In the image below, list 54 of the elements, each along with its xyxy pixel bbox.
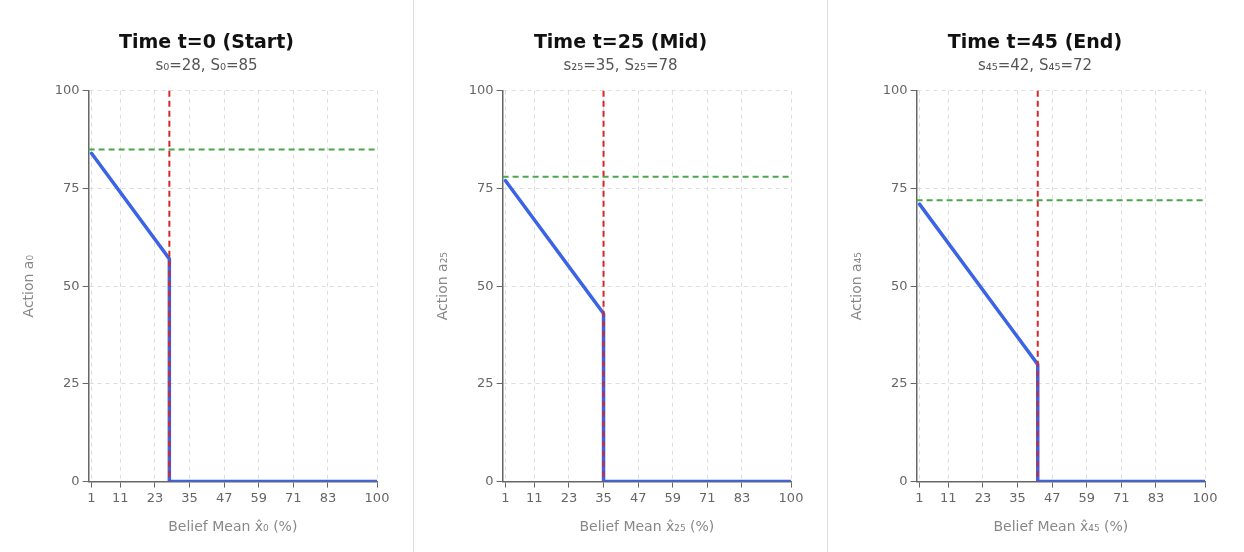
y-tick-label: 25: [891, 375, 908, 391]
x-tick-label: 35: [594, 489, 612, 505]
y-tick-label: 75: [891, 179, 908, 195]
x-tick-label: 11: [111, 489, 129, 505]
y-tick-label: 50: [62, 277, 80, 293]
chart-subtitle: s₂₅=35, S₂₅=78: [563, 56, 678, 74]
y-tick-label: 75: [476, 179, 494, 195]
x-tick-label: 47: [1043, 489, 1061, 505]
x-axis-title: Belief Mean x̂₀ (%): [167, 518, 297, 535]
x-tick-label: 1: [86, 489, 96, 505]
x-tick-label: 23: [560, 489, 577, 505]
chart-title: Time t=25 (Mid): [533, 30, 708, 52]
y-tick-label: 25: [476, 375, 494, 391]
y-tick-label: 0: [70, 472, 80, 488]
x-tick-label: 11: [940, 489, 957, 505]
y-tick-label: 75: [62, 179, 80, 195]
y-tick-label: 50: [891, 277, 908, 293]
chart-title: Time t=0 (Start): [118, 30, 295, 52]
x-tick-label: 1: [915, 489, 924, 505]
x-tick-label: 59: [249, 489, 267, 505]
x-tick-label: 59: [663, 489, 681, 505]
x-tick-label: 71: [284, 489, 302, 505]
x-tick-label: 83: [733, 489, 750, 505]
y-tick-label: 100: [54, 82, 80, 98]
x-tick-label: 35: [1009, 489, 1026, 505]
x-axis-title: Belief Mean x̂₄₅ (%): [993, 518, 1129, 535]
x-tick-label: 59: [1078, 489, 1096, 505]
x-tick-label: 47: [215, 489, 232, 505]
chart-subtitle: s₀=28, S₀=85: [155, 56, 258, 74]
x-tick-label: 35: [180, 489, 198, 505]
y-tick-label: 0: [484, 472, 494, 488]
y-tick-label: 100: [468, 82, 494, 98]
y-tick-label: 50: [476, 277, 494, 293]
x-tick-label: 83: [1147, 489, 1165, 505]
x-tick-label: 100: [778, 489, 803, 505]
chart-subtitle: s₄₅=42, S₄₅=72: [977, 56, 1093, 74]
y-axis-title: Action a₄₅: [848, 252, 865, 321]
x-tick-label: 23: [146, 489, 163, 505]
y-axis-title: Action a₀: [19, 254, 36, 318]
x-tick-label: 47: [629, 489, 646, 505]
x-tick-label: 100: [364, 489, 389, 505]
x-axis-title: Belief Mean x̂₂₅ (%): [578, 518, 714, 535]
x-tick-label: 100: [1192, 489, 1218, 505]
chart-title: Time t=45 (End): [947, 30, 1123, 52]
y-tick-label: 0: [899, 472, 908, 488]
x-tick-label: 23: [974, 489, 992, 505]
x-tick-label: 83: [319, 489, 336, 505]
x-tick-label: 11: [525, 489, 543, 505]
x-tick-label: 71: [1113, 489, 1130, 505]
x-tick-label: 1: [500, 489, 510, 505]
y-tick-label: 25: [62, 375, 80, 391]
y-axis-title: Action a₂₅: [433, 252, 450, 321]
x-tick-label: 71: [698, 489, 716, 505]
y-tick-label: 100: [882, 82, 908, 98]
